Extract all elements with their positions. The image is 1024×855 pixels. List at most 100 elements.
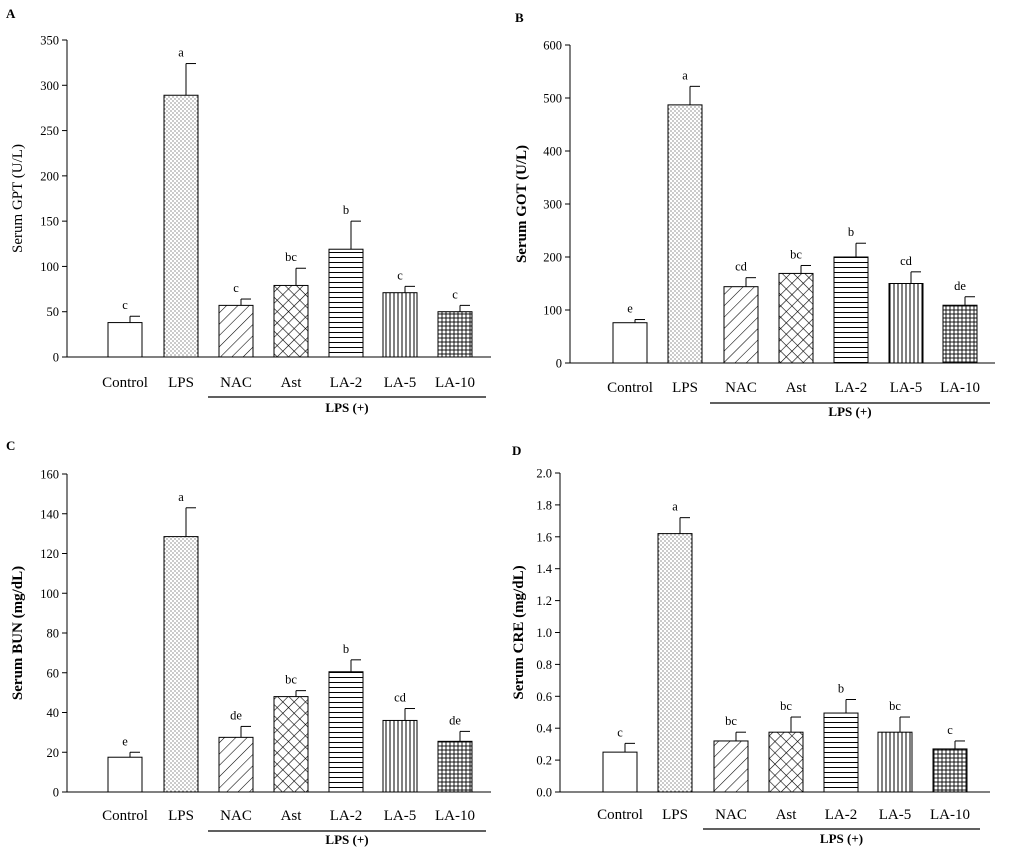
y-tick-label: 200 bbox=[543, 251, 562, 265]
y-tick-label: 400 bbox=[543, 145, 562, 159]
y-tick-label: 250 bbox=[40, 124, 59, 138]
x-tick-label: LA-5 bbox=[384, 375, 417, 391]
significance-letter: a bbox=[178, 46, 184, 60]
x-tick-label: LA-10 bbox=[940, 380, 980, 396]
x-tick-label: LA-10 bbox=[930, 807, 970, 823]
y-tick-label: 1.0 bbox=[536, 626, 552, 640]
bar-lps bbox=[657, 533, 693, 793]
y-tick-label: 350 bbox=[40, 34, 59, 48]
significance-letter: c bbox=[397, 268, 403, 282]
bar-nac bbox=[713, 740, 749, 793]
x-tick-label: LA-10 bbox=[435, 808, 475, 824]
x-tick-label: LA-5 bbox=[384, 808, 417, 824]
x-tick-label: Ast bbox=[786, 380, 808, 396]
y-axis-label: Serum CRE (mg/dL) bbox=[511, 565, 527, 699]
bar-la-5 bbox=[888, 283, 924, 364]
x-tick-label: NAC bbox=[715, 807, 747, 823]
y-tick-label: 1.4 bbox=[536, 562, 552, 576]
x-tick-label: LA-5 bbox=[879, 807, 912, 823]
y-tick-label: 80 bbox=[47, 627, 60, 641]
significance-letter: bc bbox=[725, 714, 737, 728]
panel-label: D bbox=[512, 443, 521, 458]
significance-letter: c bbox=[617, 725, 623, 739]
bar-la-5 bbox=[382, 719, 418, 793]
y-tick-label: 300 bbox=[40, 79, 59, 93]
x-tick-label: LA-2 bbox=[330, 808, 363, 824]
bar-ast bbox=[768, 731, 804, 793]
bar-nac bbox=[723, 286, 759, 364]
y-tick-label: 200 bbox=[40, 169, 59, 183]
y-tick-label: 1.6 bbox=[536, 530, 552, 544]
x-tick-label: LA-2 bbox=[330, 375, 363, 391]
y-tick-label: 0.8 bbox=[536, 658, 552, 672]
y-tick-label: 600 bbox=[543, 39, 562, 53]
significance-letter: cd bbox=[394, 691, 407, 705]
y-tick-label: 120 bbox=[40, 547, 59, 561]
x-tick-label: LA-2 bbox=[835, 380, 868, 396]
bar-control bbox=[107, 322, 143, 358]
x-tick-label: Control bbox=[102, 375, 148, 391]
group-label: LPS (+) bbox=[325, 400, 368, 415]
y-tick-label: 0 bbox=[556, 357, 562, 371]
bar-control bbox=[602, 751, 638, 793]
significance-letter: c bbox=[947, 723, 953, 737]
y-tick-label: 1.8 bbox=[536, 498, 552, 512]
x-tick-label: Control bbox=[607, 380, 653, 396]
bar-la-10 bbox=[437, 740, 473, 793]
significance-letter: de bbox=[230, 708, 242, 722]
y-tick-label: 60 bbox=[47, 666, 60, 680]
panel-label: A bbox=[6, 6, 16, 21]
significance-letter: bc bbox=[889, 699, 901, 713]
x-tick-label: LA-5 bbox=[890, 380, 923, 396]
x-tick-label: NAC bbox=[220, 375, 252, 391]
y-tick-label: 50 bbox=[47, 305, 60, 319]
bar-control bbox=[107, 756, 143, 793]
significance-letter: c bbox=[452, 287, 458, 301]
panel-a: A Serum GPT (U/L) 0 50 100 150 200 250 300 350 c Co… bbox=[6, 6, 491, 415]
y-tick-label: 160 bbox=[40, 468, 59, 482]
y-tick-label: 0.4 bbox=[536, 722, 552, 736]
bar-la-2 bbox=[823, 712, 859, 793]
significance-letter: bc bbox=[285, 673, 297, 687]
bar-la-5 bbox=[877, 731, 913, 793]
y-tick-label: 0.2 bbox=[536, 754, 552, 768]
y-tick-label: 20 bbox=[47, 746, 60, 760]
significance-letter: a bbox=[682, 68, 688, 82]
panel-label: B bbox=[515, 10, 524, 25]
x-tick-label: LPS bbox=[672, 380, 698, 396]
y-tick-label: 140 bbox=[40, 507, 59, 521]
bar-la-10 bbox=[942, 304, 978, 364]
x-tick-label: LA-2 bbox=[825, 807, 858, 823]
bar-lps bbox=[667, 104, 703, 364]
significance-letter: de bbox=[449, 713, 461, 727]
x-tick-label: Ast bbox=[281, 808, 303, 824]
significance-letter: cd bbox=[735, 260, 748, 274]
x-tick-label: Ast bbox=[281, 375, 303, 391]
significance-letter: bc bbox=[780, 699, 792, 713]
x-tick-label: Control bbox=[102, 808, 148, 824]
x-tick-label: LA-10 bbox=[435, 375, 475, 391]
y-tick-label: 0.0 bbox=[536, 786, 552, 800]
bar-la-10 bbox=[932, 748, 968, 793]
bar-nac bbox=[218, 304, 254, 358]
y-tick-label: 1.2 bbox=[536, 594, 552, 608]
bar-la-5 bbox=[382, 292, 418, 358]
significance-letter: de bbox=[954, 279, 966, 293]
significance-letter: bc bbox=[285, 250, 297, 264]
y-axis-label: Serum BUN (mg/dL) bbox=[10, 566, 26, 700]
bar-la-2 bbox=[328, 671, 364, 793]
y-tick-label: 150 bbox=[40, 215, 59, 229]
x-tick-label: Ast bbox=[776, 807, 798, 823]
bar-lps bbox=[163, 536, 199, 793]
significance-letter: b bbox=[343, 203, 349, 217]
significance-letter: a bbox=[178, 490, 184, 504]
y-tick-label: 100 bbox=[543, 304, 562, 318]
x-tick-label: LPS bbox=[662, 807, 688, 823]
x-tick-label: NAC bbox=[220, 808, 252, 824]
group-label: LPS (+) bbox=[820, 831, 863, 846]
panel-b: B Serum GOT (U/L) 0 100 200 300 400 500 600 e Cont… bbox=[514, 10, 995, 419]
y-tick-label: 0 bbox=[53, 786, 59, 800]
panel-d: D Serum CRE (mg/dL) 0.0 0.2 0.4 0.6 0.8 1.0 1.2 1… bbox=[511, 443, 990, 846]
y-tick-label: 0 bbox=[53, 351, 59, 365]
